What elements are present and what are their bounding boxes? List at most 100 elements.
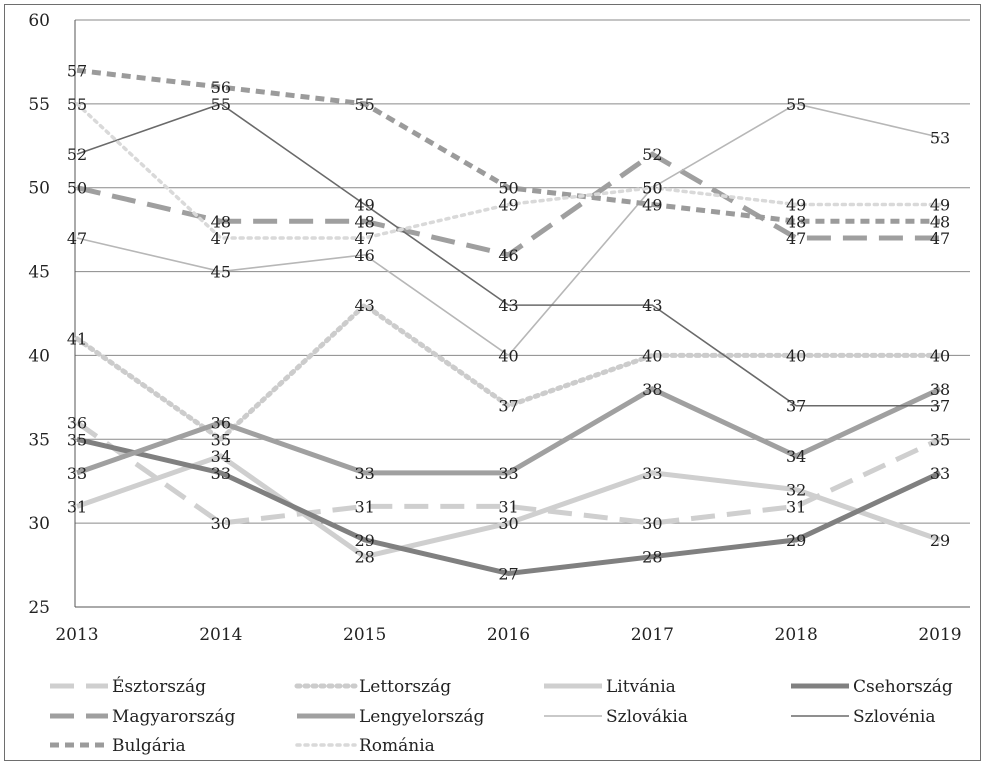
data-label: 41 [67,330,87,349]
data-label: 48 [786,212,806,231]
data-label: 33 [354,464,374,483]
data-label: 49 [930,195,950,214]
x-tick-label: 2016 [487,625,530,645]
data-label: 35 [930,430,950,449]
data-label: 55 [67,95,87,114]
data-label: 57 [67,61,87,80]
data-label: 43 [354,296,374,315]
legend-label: Csehország [853,677,953,697]
legend-item: Magyarország [50,707,235,727]
data-label: 29 [930,531,950,550]
legend-item: Észtország [50,676,206,697]
data-label: 52 [642,145,662,164]
series-line-7 [76,102,940,407]
data-label: 49 [642,195,662,214]
data-label: 49 [786,195,806,214]
data-label: 28 [354,548,374,567]
data-label: 55 [786,95,806,114]
x-axis-tick-labels: 2013 2014 2015 2016 2017 2018 2019 [55,625,961,645]
legend: Észtország Lettország Litvánia Csehország Ma… [50,676,953,756]
data-label: 30 [642,514,662,533]
data-label: 29 [354,531,374,550]
data-label: 40 [786,346,806,365]
series-lines [74,67,943,576]
data-label: 43 [642,296,662,315]
series-line-2 [76,453,941,560]
data-label: 29 [786,531,806,550]
axes [74,20,970,608]
x-tick-label: 2018 [775,625,818,645]
data-label: 55 [211,95,231,114]
x-tick-label: 2017 [631,625,674,645]
data-label: 49 [498,195,518,214]
x-tick-label: 2013 [55,625,98,645]
data-label: 40 [930,346,950,365]
y-axis-tick-labels: 25 30 35 40 45 50 55 60 [28,11,50,618]
legend-label: Szlovénia [853,707,935,727]
data-label: 47 [211,229,231,248]
data-label: 31 [786,497,806,516]
y-tick-label: 60 [28,11,50,31]
y-tick-label: 50 [28,179,50,199]
y-tick-label: 55 [28,95,50,115]
data-label: 33 [67,464,87,483]
data-label: 33 [498,464,518,483]
data-label: 36 [67,414,87,433]
data-label: 31 [498,497,518,516]
data-label: 50 [642,179,662,198]
legend-item: Bulgária [50,736,186,756]
data-label: 47 [354,229,374,248]
legend-item: Lettország [294,677,451,697]
series-line-9 [75,102,942,240]
y-tick-label: 35 [28,430,50,450]
data-label: 27 [498,564,518,583]
data-label: 34 [211,447,231,466]
y-tick-label: 25 [28,598,50,618]
data-label: 30 [498,514,518,533]
data-label: 53 [930,128,950,147]
data-label: 33 [930,464,950,483]
series-line-3 [76,436,942,576]
data-label: 33 [642,464,662,483]
legend-item: Litvánia [544,677,676,697]
data-label: 50 [642,179,662,198]
legend-label: Magyarország [112,707,235,727]
x-tick-label: 2014 [199,625,242,645]
legend-label: Észtország [112,676,206,697]
data-label: 37 [498,397,518,416]
legend-item: Lengyelország [297,707,484,727]
y-tick-label: 30 [28,514,50,534]
data-label: 37 [930,397,950,416]
legend-item: Csehország [791,677,953,697]
data-label: 48 [930,212,950,231]
data-label: 49 [354,195,374,214]
data-label: 52 [67,145,87,164]
gridlines [75,19,970,524]
data-label: 48 [354,212,374,231]
data-label: 38 [642,380,662,399]
data-label: 47 [930,229,950,248]
data-label: 47 [67,229,87,248]
data-label: 40 [498,346,518,365]
legend-item: Románia [295,736,435,756]
data-label: 36 [211,414,231,433]
data-label: 31 [354,497,374,516]
x-tick-label: 2019 [918,625,961,645]
data-label: 50 [67,179,87,198]
legend-label: Románia [359,736,435,756]
series-line-1 [74,301,943,443]
y-tick-label: 45 [28,263,50,283]
series-line-4 [76,151,940,258]
data-label: 33 [211,464,231,483]
series-line-8 [76,67,940,224]
data-label: 28 [642,548,662,567]
data-label: 46 [354,246,374,265]
data-label: 45 [211,263,231,282]
data-label: 50 [498,179,518,198]
legend-label: Szlovákia [606,707,688,727]
data-label: 34 [786,447,806,466]
legend-label: Litvánia [606,677,676,697]
data-label: 47 [786,229,806,248]
legend-label: Lettország [359,677,451,697]
